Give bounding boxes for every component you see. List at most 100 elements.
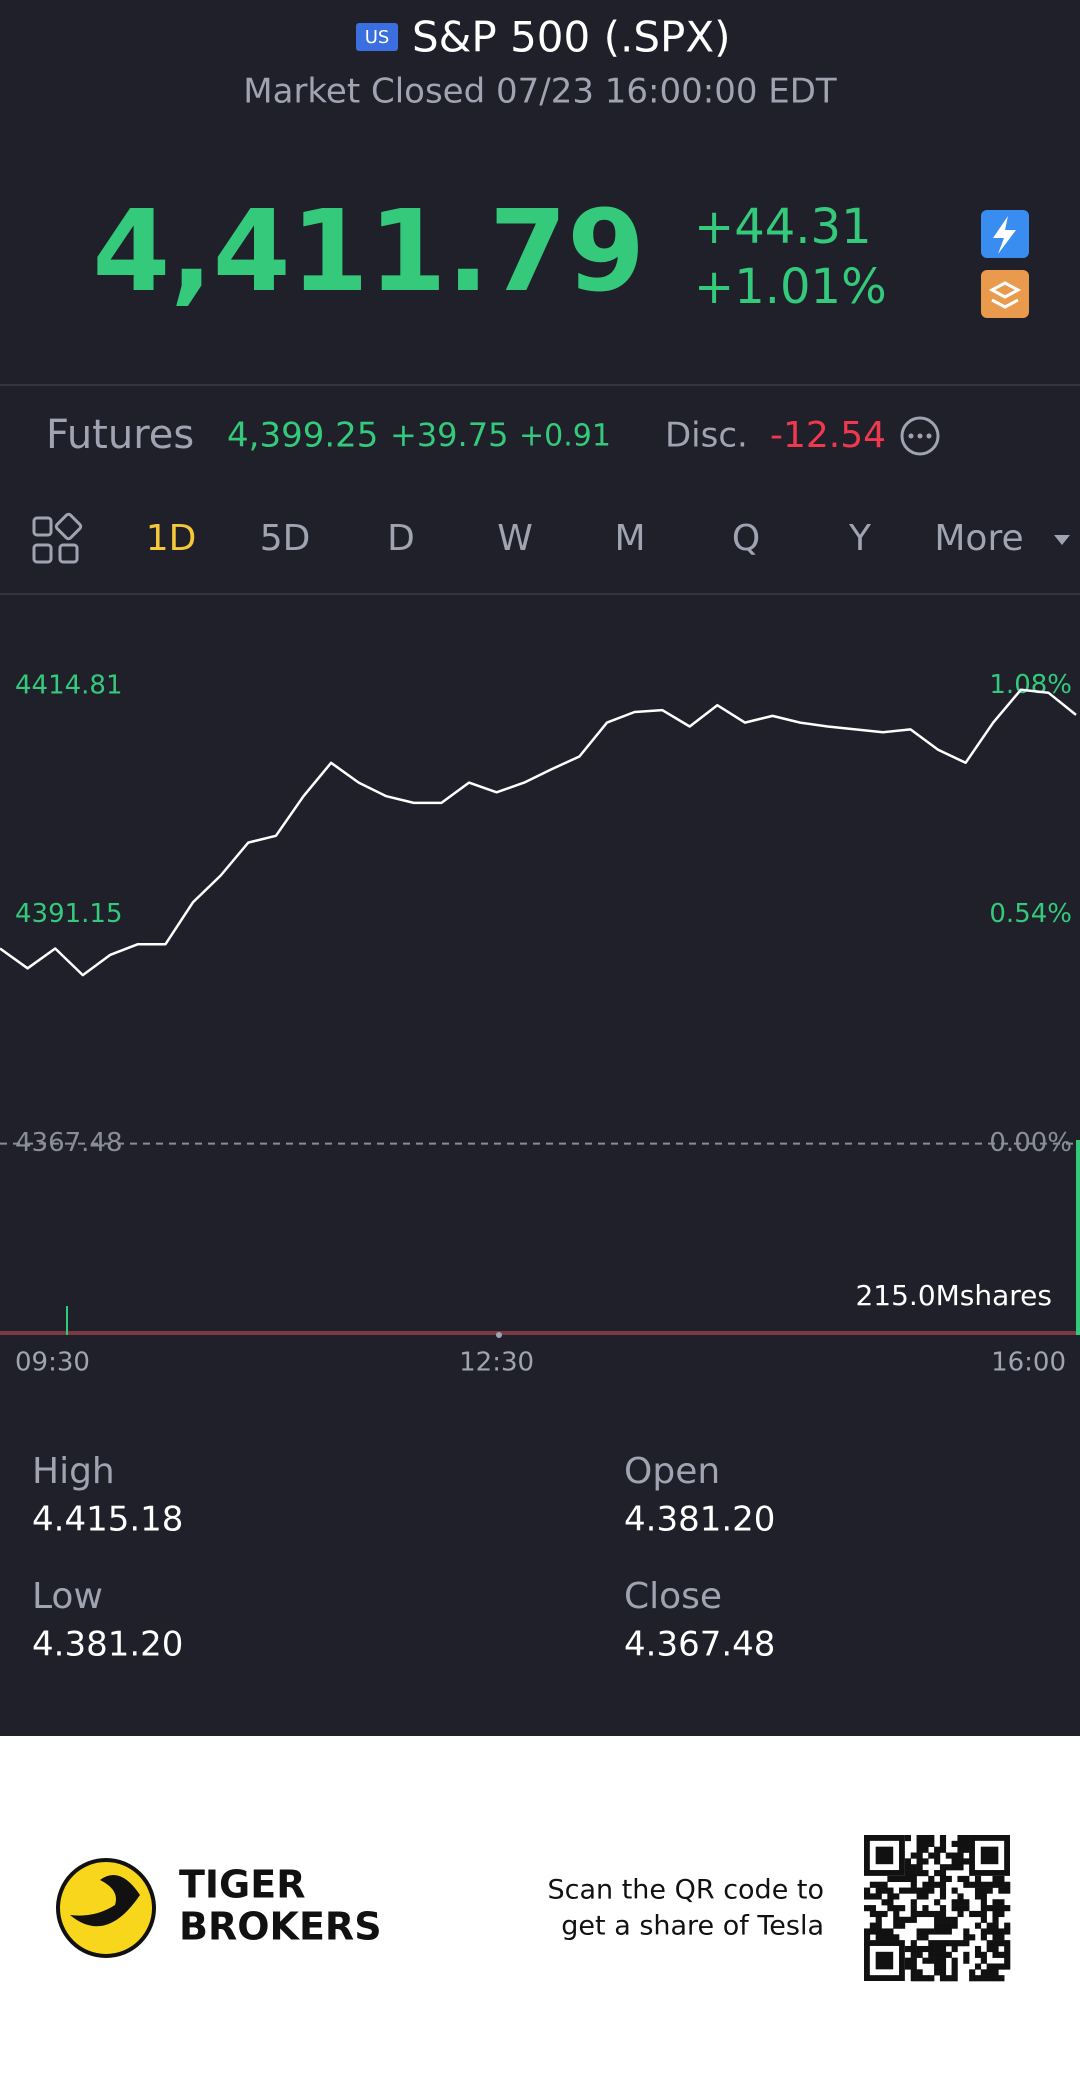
icon-square xyxy=(32,516,53,537)
y2-tick-label: 0.54% xyxy=(989,899,1072,929)
qr-cell xyxy=(899,1875,906,1883)
layout-icon[interactable] xyxy=(32,512,83,564)
qr-cell xyxy=(922,1881,929,1888)
qr-cell xyxy=(904,1858,912,1865)
qr-cell xyxy=(899,1922,906,1929)
qr-cell xyxy=(939,1840,947,1847)
qr-cell xyxy=(893,1934,900,1941)
qr-cell xyxy=(928,1957,935,1964)
tab[interactable]: M xyxy=(614,518,645,559)
qr-cell xyxy=(951,1858,958,1865)
qr-cell xyxy=(864,1887,871,1894)
qr-cell xyxy=(986,1905,993,1912)
logo-mark xyxy=(70,1875,140,1927)
qr-cell xyxy=(922,1858,929,1865)
qr-cell xyxy=(1004,1887,1011,1894)
qr-cell xyxy=(916,1975,923,1982)
qr-cell xyxy=(980,1928,987,1935)
qr-cell xyxy=(916,1887,923,1894)
icon-square xyxy=(32,543,53,564)
qr-cell xyxy=(986,1928,993,1935)
qr-cell xyxy=(904,1916,912,1923)
tab[interactable]: W xyxy=(497,518,533,559)
qr-cell xyxy=(998,1910,1005,1918)
dropdown-arrow xyxy=(1054,535,1070,545)
stats: High 4.415.18 Open 4.381.20 Low 4.381.20 Close… xyxy=(32,1451,775,1665)
qr-cell xyxy=(928,1835,935,1842)
qr-cell xyxy=(887,1928,894,1935)
qr-cell xyxy=(998,1951,1005,1958)
qr-cell xyxy=(928,1951,935,1958)
y2-tick-label: 1.08% xyxy=(989,670,1072,700)
qr-cell xyxy=(934,1870,941,1877)
qr-cell xyxy=(916,1846,923,1853)
qr-finder xyxy=(863,1835,905,1876)
qr-cell xyxy=(910,1875,917,1883)
qr-cell xyxy=(910,1916,917,1923)
qr-cell xyxy=(934,1969,941,1976)
footer-background xyxy=(0,1736,1080,2081)
qr-cell xyxy=(910,1910,917,1918)
qr-cell xyxy=(934,1951,941,1958)
qr-cell xyxy=(922,1905,929,1912)
tab[interactable]: Q xyxy=(732,518,760,559)
qr-cell xyxy=(934,1940,941,1947)
layers-icon[interactable] xyxy=(981,270,1029,318)
qr-cell xyxy=(963,1899,970,1906)
stat-value: 4.381.20 xyxy=(32,1625,183,1665)
qr-cell xyxy=(963,1840,970,1847)
qr-cell xyxy=(934,1928,941,1935)
qr-cell xyxy=(939,1910,947,1918)
qr-cell xyxy=(974,1922,982,1929)
tab[interactable]: 5D xyxy=(260,518,311,559)
qr-cell xyxy=(934,1858,941,1865)
tab[interactable]: D xyxy=(387,518,415,559)
status: Market Closed 07/23 16:00:00 EDT xyxy=(243,72,837,112)
qr-cell xyxy=(998,1899,1005,1906)
qr-cell xyxy=(928,1887,935,1894)
volume-bar xyxy=(1076,1140,1080,1335)
qr-finder-core xyxy=(875,1951,894,1970)
volume-bar xyxy=(66,1306,68,1335)
qr-cell xyxy=(899,1887,906,1894)
tab[interactable]: More xyxy=(934,518,1023,559)
qr-cell xyxy=(939,1945,947,1953)
qr-cell xyxy=(910,1881,917,1888)
qr-cell xyxy=(992,1922,999,1929)
qr-cell xyxy=(986,1881,993,1888)
qr-cell xyxy=(980,1905,987,1912)
qr-cell xyxy=(998,1963,1005,1970)
qr-cell xyxy=(893,1893,900,1900)
qr-cell xyxy=(875,1881,882,1888)
qr-cell xyxy=(881,1928,888,1935)
qr-cell xyxy=(934,1881,941,1888)
qr-cell xyxy=(904,1864,912,1871)
qr-cell xyxy=(916,1910,923,1918)
badge: US xyxy=(365,27,390,48)
qr-cell xyxy=(904,1835,912,1842)
qr-cell xyxy=(881,1887,888,1894)
qr-cell xyxy=(864,1893,871,1900)
more-icon[interactable] xyxy=(900,416,940,456)
qr-cell xyxy=(939,1963,947,1970)
qr-cell xyxy=(939,1975,947,1982)
tab[interactable]: Y xyxy=(848,518,872,559)
qr-cell xyxy=(986,1922,993,1929)
tab[interactable]: 1D xyxy=(146,518,197,559)
qr-cell xyxy=(904,1887,912,1894)
qr-cell xyxy=(875,1887,882,1894)
qr-cell xyxy=(969,1969,976,1976)
qr-cell xyxy=(887,1934,894,1941)
qr-cell xyxy=(957,1840,964,1847)
qr-cell xyxy=(974,1875,982,1883)
qr-cell xyxy=(916,1951,923,1958)
qr-cell xyxy=(951,1922,958,1929)
qr-cell xyxy=(969,1910,976,1918)
y-tick-label: 4367.48 xyxy=(15,1128,123,1158)
qr-cell xyxy=(992,1875,999,1883)
qr-cell xyxy=(980,1887,987,1894)
qr-cell xyxy=(945,1922,952,1929)
stat-label: High xyxy=(32,1451,115,1492)
qr-cell xyxy=(1004,1945,1011,1953)
dark-background xyxy=(0,0,1080,1736)
